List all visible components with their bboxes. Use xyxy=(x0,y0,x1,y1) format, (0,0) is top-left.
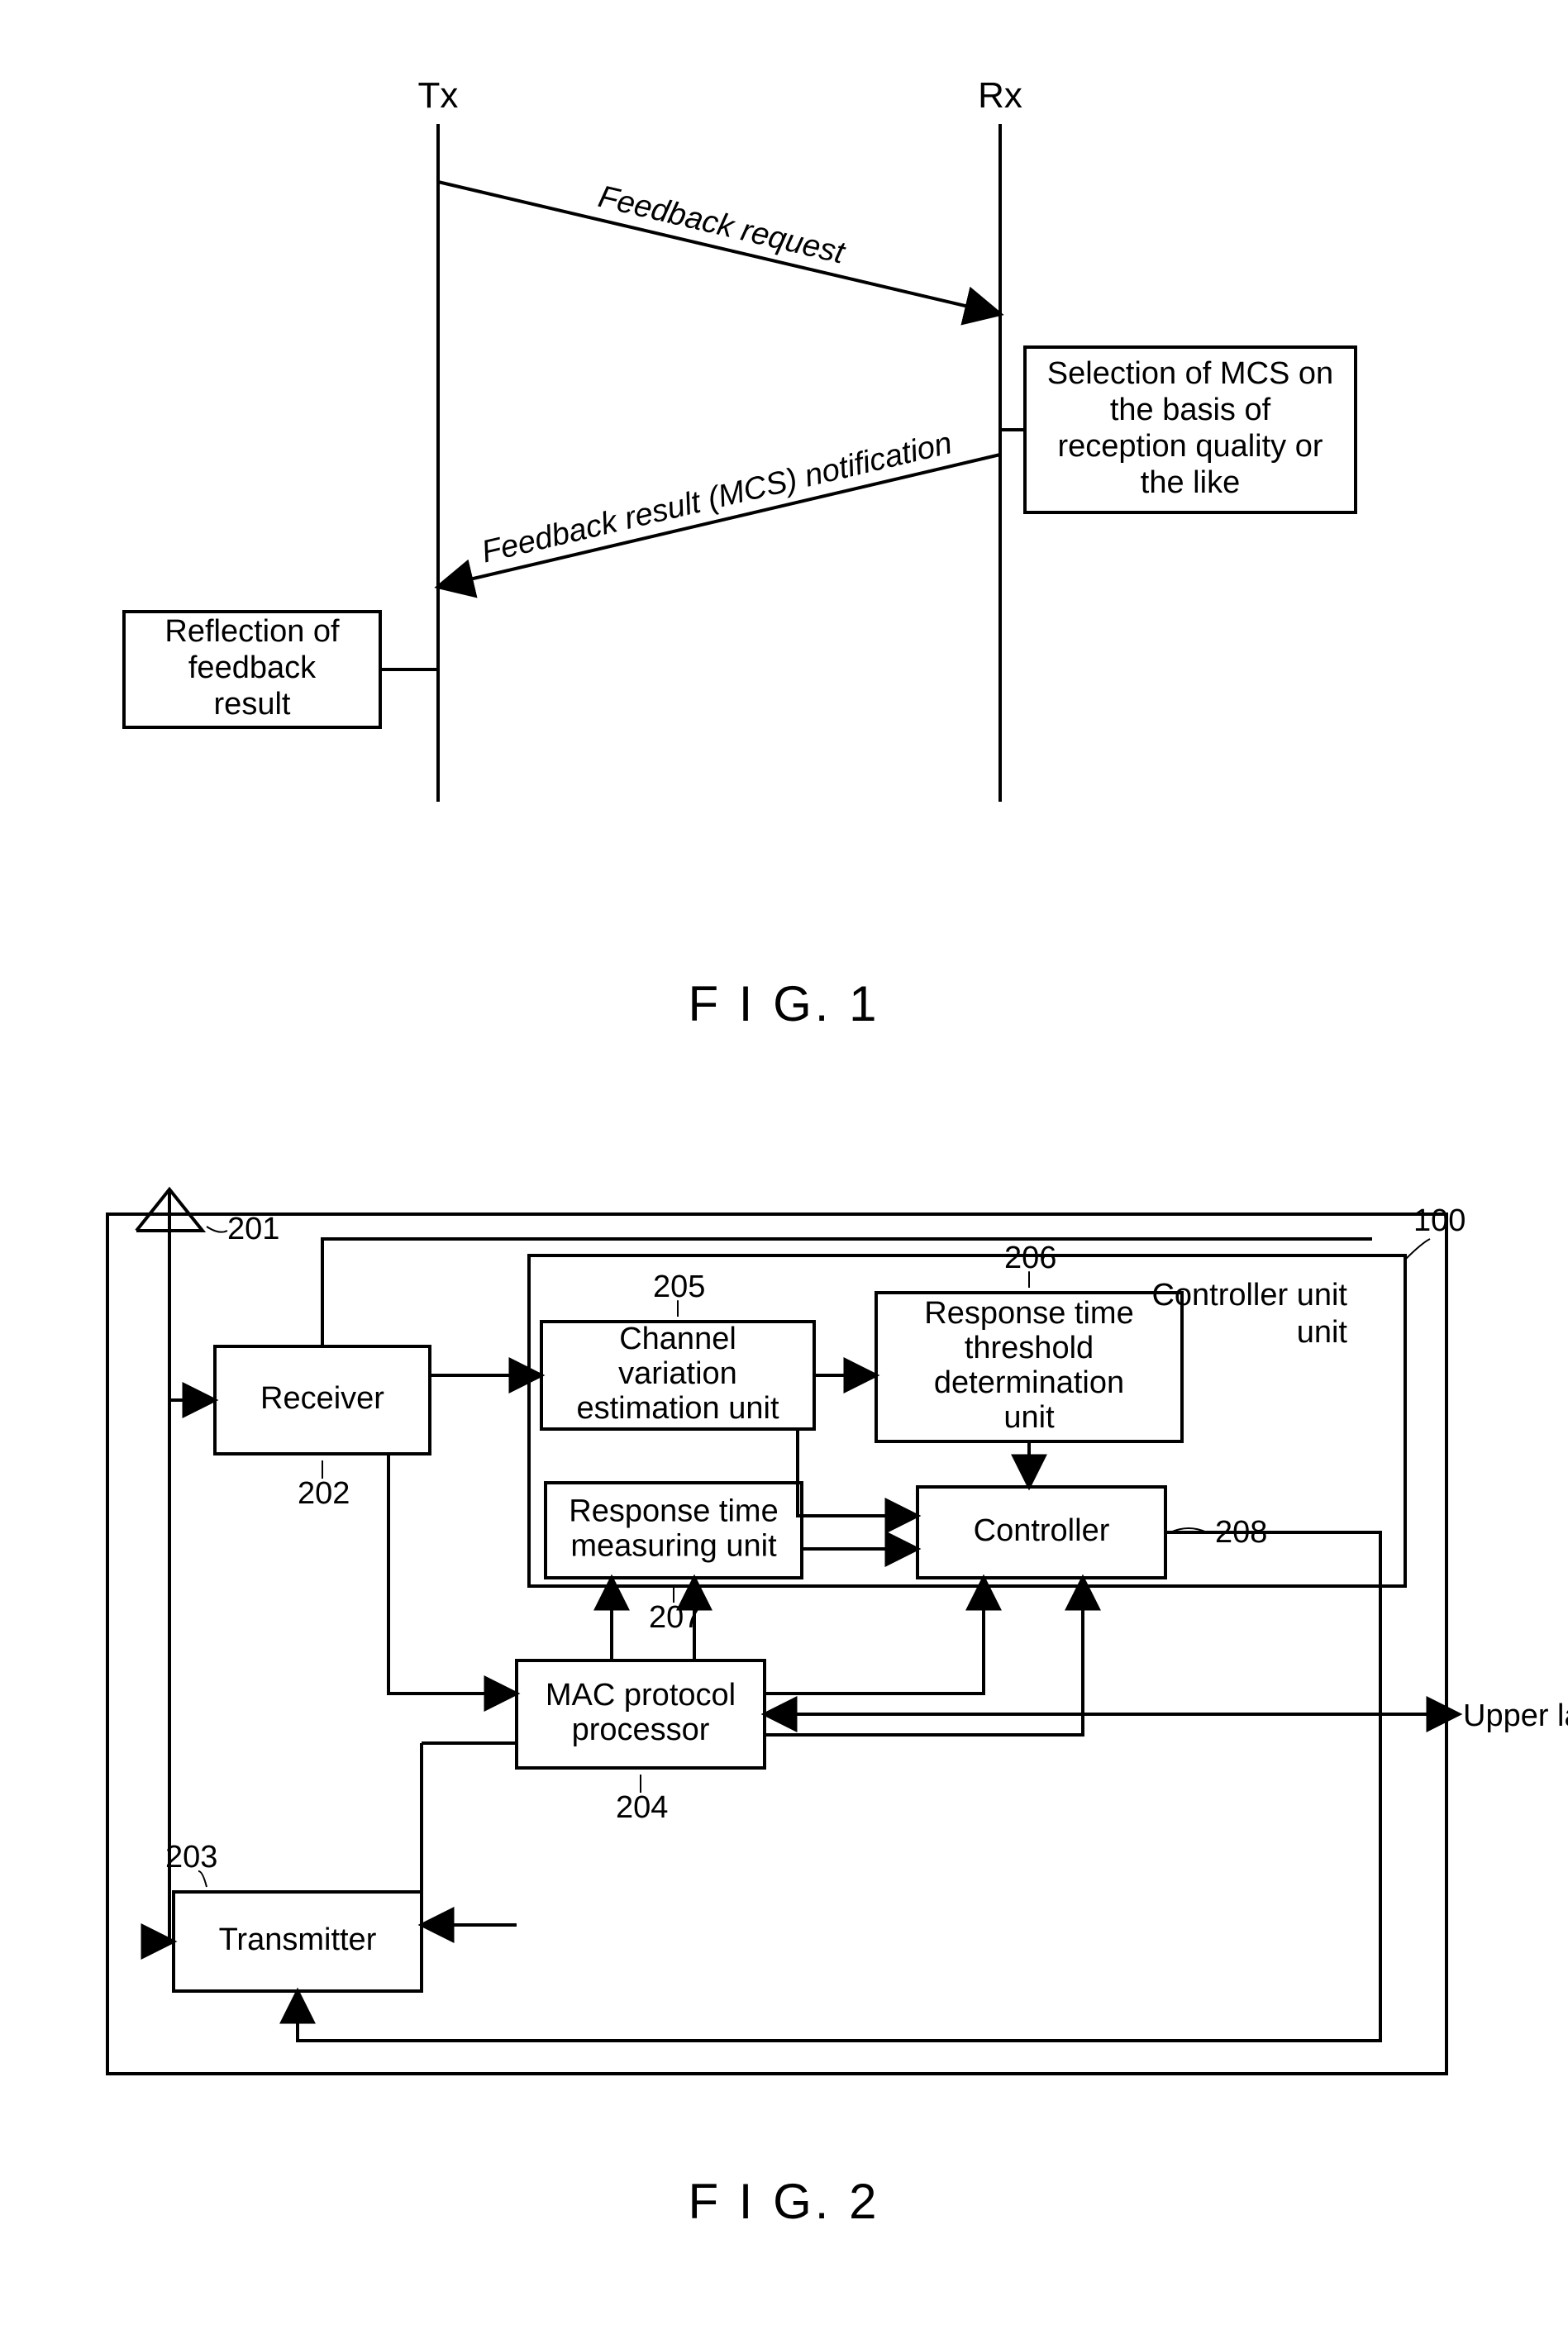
svg-text:Transmitter: Transmitter xyxy=(219,1922,377,1957)
svg-text:Feedback request: Feedback request xyxy=(595,179,849,271)
fig1-svg: Tx Rx Feedback request Feedback result (MCS… xyxy=(0,33,1568,942)
svg-text:Rx: Rx xyxy=(978,75,1022,116)
svg-text:206: 206 xyxy=(1004,1241,1056,1275)
svg-text:Upper layer: Upper layer xyxy=(1463,1698,1568,1733)
svg-text:threshold: threshold xyxy=(965,1331,1094,1365)
svg-text:204: 204 xyxy=(616,1790,668,1825)
svg-text:201: 201 xyxy=(227,1212,279,1246)
svg-text:variation: variation xyxy=(618,1356,737,1391)
svg-text:Receiver: Receiver xyxy=(260,1381,384,1416)
svg-text:the basis of: the basis of xyxy=(1110,393,1271,427)
svg-text:203: 203 xyxy=(165,1840,217,1875)
svg-text:Selection of MCS on: Selection of MCS on xyxy=(1047,356,1333,391)
svg-text:result: result xyxy=(214,687,291,722)
fig2-svg: 201 Receiver Transmitter Channelvariationes… xyxy=(0,1148,1568,2140)
svg-text:100: 100 xyxy=(1413,1203,1466,1238)
svg-text:Feedback result (MCS) notifica: Feedback result (MCS) notification xyxy=(479,426,956,569)
svg-text:Response time: Response time xyxy=(569,1494,778,1529)
svg-text:202: 202 xyxy=(298,1476,350,1511)
svg-text:reception quality or: reception quality or xyxy=(1057,429,1323,464)
figure-1: Tx Rx Feedback request Feedback result (MCS… xyxy=(0,33,1568,942)
svg-text:MAC protocol: MAC protocol xyxy=(546,1678,736,1713)
figure-2: 201 Receiver Transmitter Channelvariationes… xyxy=(0,1148,1568,2140)
svg-text:Reflection of: Reflection of xyxy=(164,614,340,649)
svg-text:unit: unit xyxy=(1003,1400,1055,1435)
svg-text:Response time: Response time xyxy=(924,1296,1133,1331)
fig1-label: F I G. 1 xyxy=(0,975,1568,1032)
svg-text:processor: processor xyxy=(572,1713,710,1747)
svg-text:measuring unit: measuring unit xyxy=(570,1529,777,1564)
svg-text:unit: unit xyxy=(1297,1315,1348,1350)
svg-text:determination: determination xyxy=(934,1365,1124,1400)
svg-text:Channel: Channel xyxy=(619,1322,736,1356)
svg-text:feedback: feedback xyxy=(188,650,317,685)
svg-text:Controller unit: Controller unit xyxy=(1151,1278,1347,1313)
fig2-label: F I G. 2 xyxy=(0,2173,1568,2230)
svg-text:Controller: Controller xyxy=(974,1513,1110,1548)
svg-text:Tx: Tx xyxy=(418,75,459,116)
svg-text:estimation unit: estimation unit xyxy=(576,1391,779,1426)
svg-text:the like: the like xyxy=(1141,465,1240,500)
svg-text:205: 205 xyxy=(653,1270,705,1304)
